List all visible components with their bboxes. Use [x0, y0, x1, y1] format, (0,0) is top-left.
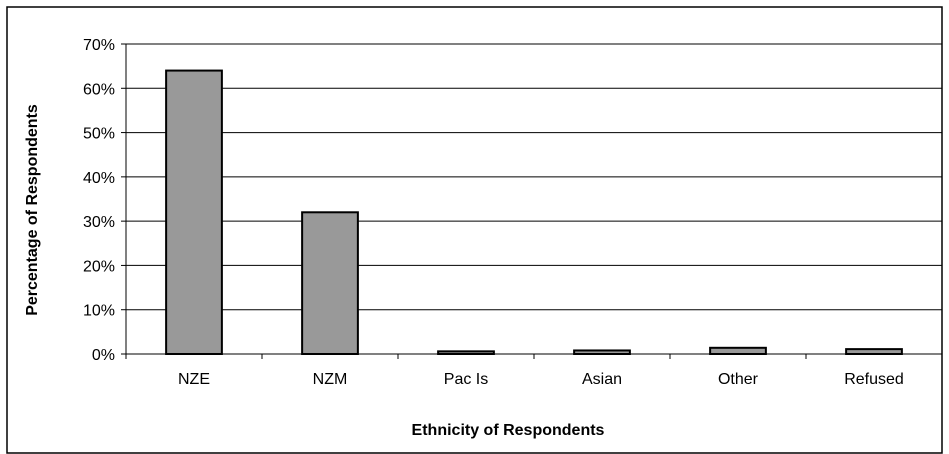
- y-tick-labels: 0% 10% 20% 30% 40% 50% 60% 70%: [83, 37, 115, 364]
- bar-nzm: [301, 211, 359, 355]
- x-tick-labels: NZE NZM Pac Is Asian Other Refused: [178, 371, 904, 388]
- y-tick-label: 0%: [92, 347, 115, 364]
- y-tick-label: 20%: [83, 258, 115, 275]
- axes: [121, 43, 943, 359]
- x-tick-label: Asian: [582, 371, 622, 388]
- bar-nze: [165, 69, 223, 355]
- y-tick-label: 10%: [83, 303, 115, 320]
- x-tick-label: Other: [718, 371, 759, 388]
- x-tick-label: NZE: [178, 371, 210, 388]
- bar-refused: [845, 348, 903, 355]
- y-tick-label: 50%: [83, 126, 115, 143]
- bar-other: [709, 346, 767, 355]
- chart-border: [6, 6, 943, 454]
- bars: [165, 69, 903, 356]
- x-tick-label: NZM: [313, 371, 348, 388]
- x-axis-title: Ethnicity of Respondents: [412, 422, 605, 439]
- gridlines: [126, 43, 942, 311]
- x-tick-label: Pac Is: [444, 371, 488, 388]
- y-axis-title: Percentage of Respondents: [24, 104, 41, 316]
- y-tick-label: 40%: [83, 170, 115, 187]
- y-tick-label: 70%: [83, 37, 115, 54]
- y-tick-label: 30%: [83, 214, 115, 231]
- bar-asian: [573, 349, 631, 356]
- x-tick-label: Refused: [844, 371, 904, 388]
- y-tick-label: 60%: [83, 81, 115, 98]
